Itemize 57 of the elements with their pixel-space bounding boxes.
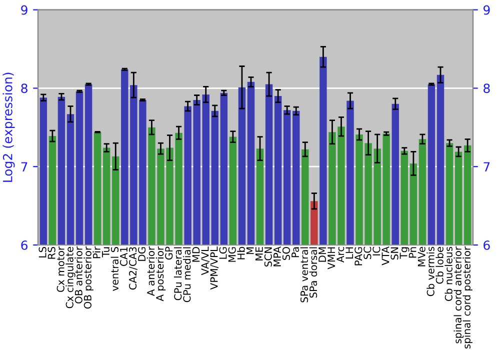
x-tick-label: DM bbox=[318, 247, 326, 262]
x-tick-label: ME bbox=[255, 247, 263, 260]
x-tick-label: VMH bbox=[328, 247, 335, 270]
x-tick-label: CA1 bbox=[120, 247, 128, 266]
x-tick-label: VTA bbox=[382, 246, 390, 266]
x-tick-label: RS bbox=[48, 246, 56, 259]
y-tick-label: 7 bbox=[21, 162, 28, 172]
x-tick-label: Pn bbox=[408, 247, 416, 258]
x-tick-label: ventral S bbox=[110, 246, 119, 291]
x-tick-label: LG bbox=[219, 247, 227, 259]
y2-tick-label: 7 bbox=[484, 162, 490, 172]
x-tick-label: IC bbox=[372, 246, 380, 256]
x-tick-label: LS bbox=[38, 246, 46, 258]
x-tick-label: SC bbox=[364, 246, 372, 260]
x-tick-label: Cb lobe bbox=[436, 246, 444, 284]
x-tick-label: OB posterior bbox=[84, 246, 94, 309]
x-tick-label: VPM/VPL bbox=[210, 246, 219, 290]
x-tick-label: CA2/CA3 bbox=[129, 247, 138, 290]
x-tick-label: LH bbox=[346, 247, 354, 258]
y-axis-title: Log2 (expression) bbox=[2, 72, 15, 182]
x-tick-label: SPa dorsal bbox=[309, 247, 318, 298]
x-tick-label: MVe bbox=[418, 246, 426, 266]
x-tick-label: OB anterior bbox=[74, 246, 82, 304]
x-tick-label: VA/VL bbox=[201, 246, 210, 276]
y-tick-label: 8 bbox=[21, 84, 28, 94]
y-tick-label: 9 bbox=[21, 5, 28, 15]
x-tick-label: Cx cingulate bbox=[66, 246, 76, 308]
x-tick-label: CPu lateral bbox=[174, 247, 182, 300]
x-tick-label: PAG bbox=[354, 247, 362, 266]
x-tick-label: Tg bbox=[400, 247, 410, 259]
x-tick-label: Cb vermis bbox=[426, 246, 434, 296]
x-tick-label: Cx motor bbox=[56, 246, 64, 292]
x-tick-label: SPa ventral bbox=[300, 247, 308, 302]
x-tick-label: M bbox=[246, 247, 254, 254]
y2-tick-label: 6 bbox=[484, 240, 490, 250]
x-tick-label: MD bbox=[192, 246, 200, 262]
x-tick-label: GP bbox=[165, 246, 173, 260]
x-tick-label: SN bbox=[390, 247, 398, 260]
x-tick-label: MPA bbox=[274, 246, 281, 266]
x-tick-label: spinal cord anterior bbox=[454, 246, 464, 344]
x-tick-label: Hb bbox=[237, 246, 245, 260]
x-tick-label: SO bbox=[282, 246, 290, 260]
x-tick-label: SCN bbox=[264, 247, 272, 267]
x-tick-label: Cb nucleus bbox=[444, 246, 452, 301]
x-tick-label: DG bbox=[138, 247, 146, 261]
x-tick-label: A posterior bbox=[156, 246, 166, 302]
x-tick-label: Pa bbox=[292, 247, 300, 258]
x-tick-label: spinal cord posterior bbox=[462, 246, 472, 349]
x-tick-label: MG bbox=[228, 247, 236, 262]
x-tick-label: CPu medial bbox=[182, 247, 191, 302]
y2-tick-label: 9 bbox=[484, 5, 490, 15]
x-tick-label: Arc bbox=[336, 247, 344, 263]
x-tick-label: Tu bbox=[102, 247, 110, 258]
x-tick-label: A anterior bbox=[146, 246, 155, 296]
y-tick-label: 6 bbox=[21, 240, 28, 250]
x-tick-label: Pir bbox=[92, 246, 100, 258]
y2-tick-label: 8 bbox=[484, 84, 490, 94]
